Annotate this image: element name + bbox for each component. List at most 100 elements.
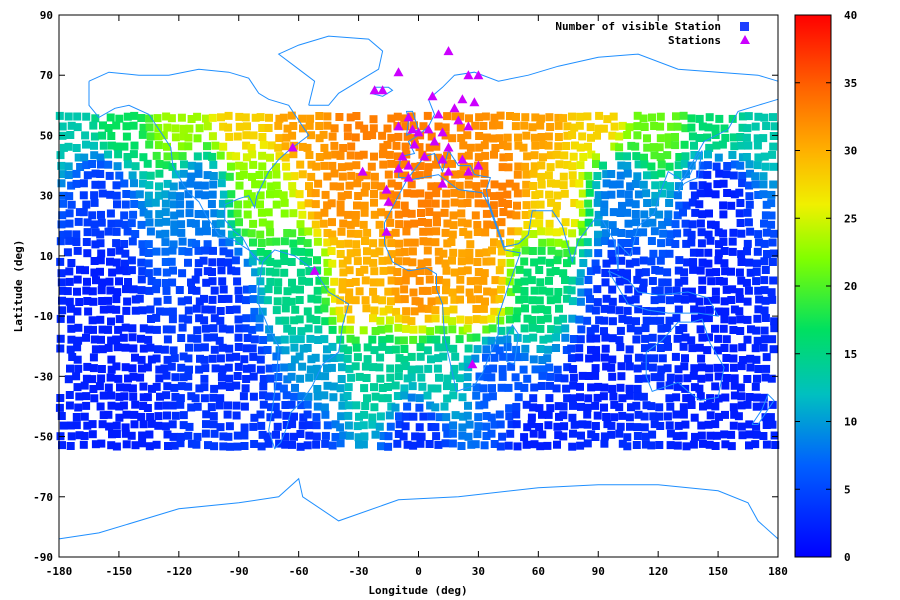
grid-cell (346, 229, 355, 238)
grid-cell (545, 276, 553, 285)
x-axis-title: Longitude (deg) (368, 584, 467, 597)
grid-cell (345, 288, 354, 297)
grid-cell (168, 420, 177, 429)
grid-cell (439, 352, 448, 361)
grid-cell (535, 423, 544, 431)
grid-cell (568, 112, 576, 121)
grid-cell (751, 180, 760, 189)
grid-cell (553, 440, 561, 449)
grid-cell (83, 249, 92, 258)
station-marker (357, 166, 368, 176)
grid-cell (554, 249, 563, 258)
grid-cell (209, 412, 218, 421)
grid-cell (259, 140, 268, 149)
grid-cell (170, 383, 179, 392)
station-marker (473, 70, 484, 80)
grid-cell (122, 410, 131, 419)
grid-cell (218, 343, 227, 352)
grid-cell (391, 228, 400, 237)
grid-cell (387, 402, 396, 411)
grid-cell (594, 218, 603, 227)
grid-cell (394, 277, 403, 286)
grid-cell (250, 413, 259, 422)
grid-cell (760, 276, 769, 285)
grid-cell (330, 277, 339, 286)
grid-cell (256, 113, 265, 122)
grid-cell (767, 199, 776, 208)
grid-cell (66, 315, 75, 324)
grid-cell (287, 363, 296, 372)
grid-cell (401, 422, 410, 431)
grid-cell (591, 433, 600, 441)
grid-cell (759, 172, 768, 181)
grid-cell (465, 248, 474, 257)
grid-cell (161, 279, 170, 287)
grid-cell (57, 179, 66, 188)
grid-cell (227, 220, 236, 229)
grid-cell (344, 239, 353, 248)
grid-cell (729, 354, 738, 363)
grid-cell (706, 431, 715, 440)
grid-cell (124, 374, 132, 383)
grid-cell (752, 267, 761, 276)
grid-cell (675, 182, 683, 191)
station-marker (449, 103, 460, 113)
grid-cell (90, 268, 99, 277)
grid-cell (321, 439, 330, 448)
grid-cell (267, 403, 275, 412)
grid-cell (243, 334, 252, 342)
y-tick-label: 10 (40, 250, 53, 263)
grid-cell (328, 259, 337, 268)
grid-cell (746, 169, 754, 178)
grid-cell (176, 439, 185, 448)
grid-cell (514, 278, 523, 287)
grid-cell (569, 381, 578, 390)
grid-cell (543, 441, 552, 450)
grid-cell (147, 355, 156, 364)
grid-cell (105, 171, 114, 180)
grid-cell (729, 344, 738, 353)
grid-cell (66, 304, 75, 313)
grid-cell (721, 410, 729, 419)
grid-cell (273, 422, 282, 431)
grid-cell (707, 220, 715, 229)
grid-cell (738, 171, 747, 180)
grid-cell (306, 334, 315, 343)
grid-cell (569, 401, 577, 410)
y-tick-label: -90 (33, 551, 53, 564)
grid-cell (79, 179, 88, 188)
grid-cell (264, 208, 273, 217)
grid-cell (427, 132, 436, 141)
grid-cell (601, 191, 610, 200)
grid-cell (603, 115, 612, 124)
grid-cell (298, 142, 307, 151)
grid-cell (531, 191, 540, 200)
grid-cell (417, 259, 426, 268)
grid-cell (328, 161, 337, 170)
grid-cell (615, 429, 624, 438)
grid-cell (423, 111, 432, 120)
grid-cell (560, 374, 569, 383)
grid-cell (296, 268, 305, 277)
grid-cell (443, 112, 452, 121)
grid-cell (714, 249, 723, 258)
grid-cell (361, 296, 370, 305)
grid-cell (385, 345, 393, 354)
grid-cell (209, 420, 218, 429)
coastline (751, 393, 775, 425)
grid-cell (579, 153, 588, 161)
grid-cell (153, 278, 162, 287)
grid-cell (666, 182, 675, 191)
grid-cell (423, 246, 432, 255)
grid-cell (328, 316, 337, 325)
grid-cell (473, 276, 482, 285)
grid-cell (91, 240, 100, 249)
grid-cell (530, 162, 539, 171)
grid-cell (474, 189, 483, 198)
grid-cell (736, 133, 745, 141)
grid-cell (359, 421, 368, 430)
grid-cell (450, 198, 459, 207)
grid-cell (136, 373, 145, 382)
grid-cell (81, 131, 90, 140)
grid-cell (313, 402, 322, 411)
